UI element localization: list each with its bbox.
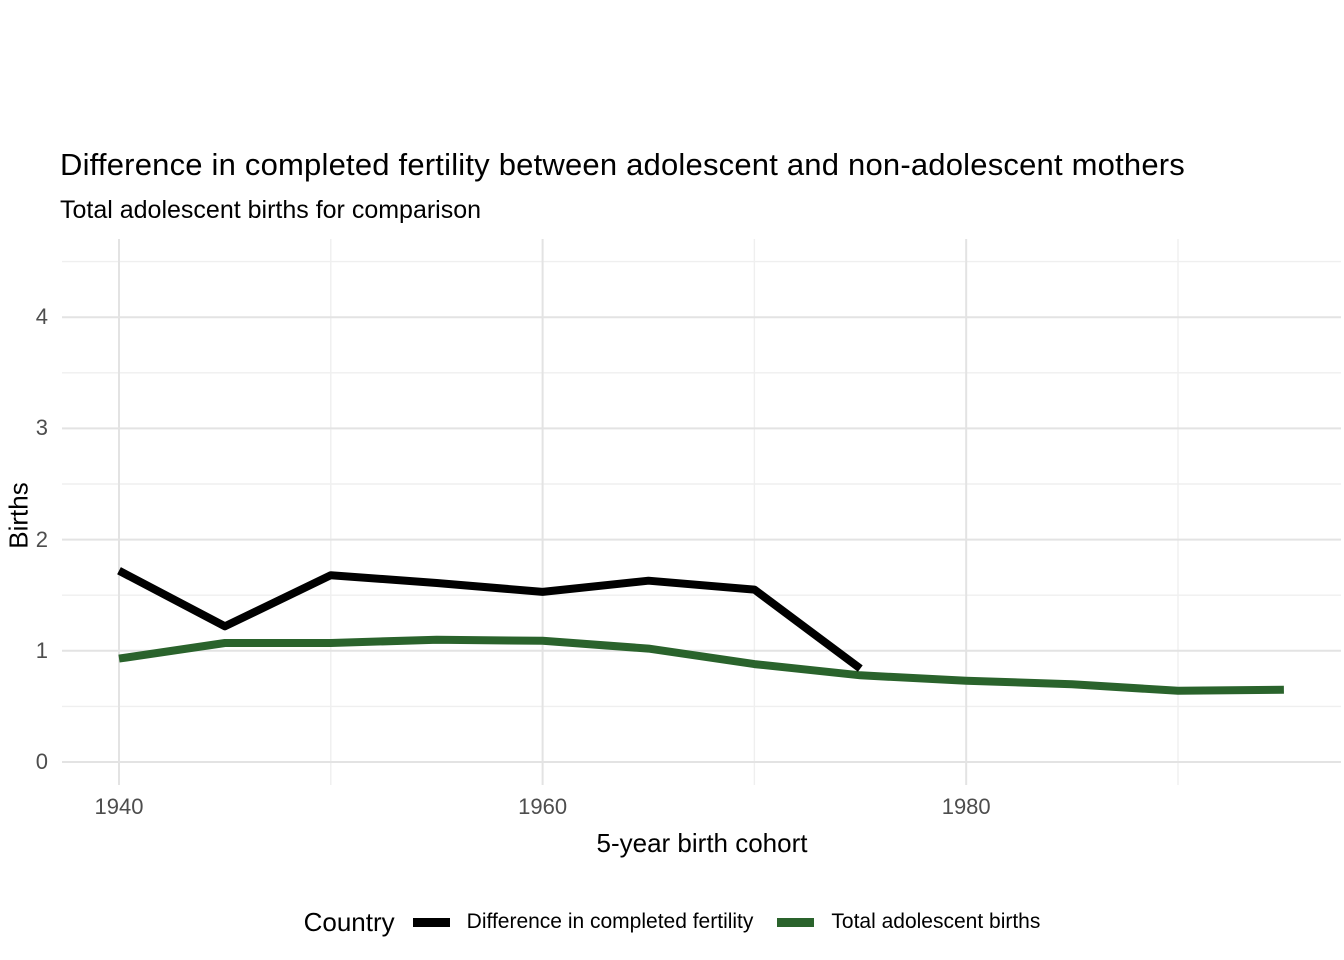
legend-key-swatch [777,917,815,927]
y-tick-label: 3 [35,415,48,441]
y-axis-title: Births [3,482,34,549]
x-tick-label: 1960 [518,794,568,819]
legend-entry: Total adolescent births [777,910,1040,934]
legend: Country Difference in completed fertilit… [0,902,1344,942]
y-tick-label: 0 [35,749,48,774]
legend-title: Country [303,906,395,937]
y-tick-label: 2 [35,526,48,552]
legend-entry: Difference in completed fertility [412,910,754,934]
legend-label: Difference in completed fertility [466,910,754,933]
x-tick-label: 1940 [94,794,144,819]
chart-subtitle: Total adolescent births for comparison [60,196,482,224]
legend-label: Total adolescent births [831,910,1041,933]
series-line [117,567,863,672]
series-line [118,635,1284,695]
chart-title: Difference in completed fertility betwee… [60,147,1185,182]
y-tick-label: 1 [35,637,48,663]
x-axis-title: 5-year birth cohort [596,828,808,858]
legend-key-swatch [412,917,450,927]
x-tick-label: 1980 [941,794,991,819]
y-tick-label: 4 [35,304,48,330]
